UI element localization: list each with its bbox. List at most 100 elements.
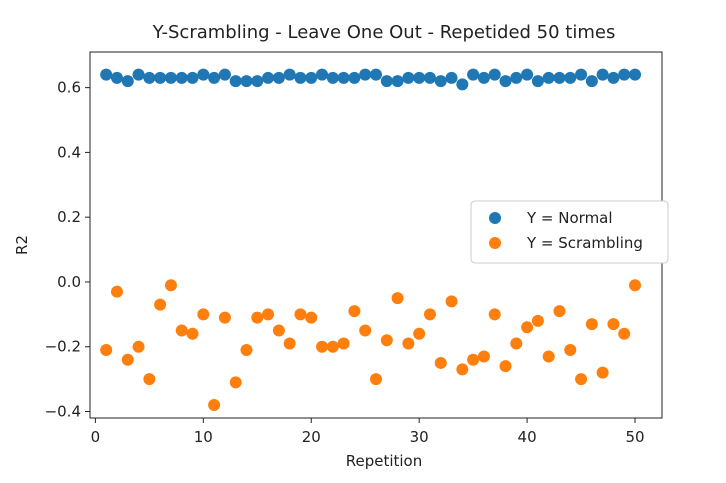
data-point: [488, 68, 501, 81]
data-point: [359, 324, 372, 337]
data-point: [197, 308, 210, 321]
x-tick-label: 10: [194, 428, 213, 446]
x-tick-label: 50: [625, 428, 644, 446]
data-point: [413, 327, 426, 340]
data-point: [585, 75, 598, 88]
data-point: [542, 350, 555, 363]
legend: Y = Normal Y = Scrambling: [470, 200, 669, 264]
legend-marker-scrambling: [489, 237, 501, 249]
y-tick-label: −0.4: [45, 403, 81, 421]
data-point: [370, 68, 382, 81]
data-point: [186, 71, 199, 84]
data-point: [316, 68, 329, 81]
data-point: [391, 292, 404, 305]
data-point: [240, 343, 253, 356]
data-point: [607, 318, 620, 331]
data-point: [164, 279, 177, 292]
data-point: [629, 279, 642, 292]
data-point: [208, 399, 221, 412]
data-point: [542, 71, 555, 84]
data-point: [531, 75, 544, 88]
data-point: [240, 75, 253, 88]
data-point: [380, 75, 393, 88]
data-point: [272, 71, 285, 84]
data-point: [585, 318, 598, 331]
data-point: [488, 308, 501, 321]
data-point: [456, 363, 469, 376]
y-tick-label: 0.2: [57, 208, 81, 226]
data-point: [370, 373, 382, 386]
data-point: [218, 311, 231, 324]
data-point: [262, 71, 275, 84]
data-point: [521, 321, 534, 334]
data-point: [575, 373, 588, 386]
data-point: [326, 71, 339, 84]
data-point: [467, 68, 480, 81]
data-point: [423, 71, 436, 84]
x-tick-label: 30: [410, 428, 429, 446]
data-point: [251, 311, 264, 324]
data-point: [596, 68, 609, 81]
data-point: [618, 68, 631, 81]
data-point: [467, 353, 480, 366]
data-point: [305, 71, 318, 84]
data-point: [380, 334, 393, 347]
data-point: [477, 71, 490, 84]
legend-marker-normal: [489, 212, 501, 224]
y-tick-label: 0.0: [57, 273, 81, 291]
data-point: [348, 71, 361, 84]
data-point: [618, 327, 631, 340]
data-point: [510, 337, 523, 350]
data-point: [434, 75, 447, 88]
data-point: [553, 71, 566, 84]
data-point: [175, 71, 188, 84]
data-point: [294, 308, 307, 321]
y-tick-label: 0.4: [57, 143, 81, 161]
data-point: [348, 305, 361, 318]
data-point: [445, 295, 458, 308]
data-point: [208, 71, 221, 84]
data-point: [434, 356, 447, 369]
data-point: [629, 68, 642, 81]
data-point: [499, 75, 512, 88]
data-point: [110, 71, 123, 84]
data-point: [402, 71, 415, 84]
series-normal: [100, 68, 642, 91]
data-point: [154, 298, 167, 311]
data-point: [262, 308, 275, 321]
data-point: [326, 340, 339, 353]
data-point: [499, 360, 512, 373]
data-point: [229, 75, 242, 88]
data-point: [186, 327, 199, 340]
data-points: [100, 68, 642, 412]
series-scrambling: [100, 279, 642, 412]
data-point: [607, 71, 620, 84]
x-tick-label: 0: [91, 428, 101, 446]
data-point: [251, 75, 264, 88]
chart-title: Y-Scrambling - Leave One Out - Repetided…: [152, 22, 616, 43]
data-point: [477, 350, 490, 363]
data-point: [121, 75, 134, 88]
data-point: [521, 68, 534, 81]
data-point: [175, 324, 188, 337]
data-point: [445, 71, 458, 84]
legend-label-normal: Y = Normal: [526, 209, 613, 227]
data-point: [272, 324, 285, 337]
data-point: [553, 305, 566, 318]
data-point: [531, 314, 544, 327]
data-point: [229, 376, 242, 389]
data-point: [132, 340, 145, 353]
data-point: [110, 285, 123, 298]
data-point: [564, 71, 577, 84]
data-point: [510, 71, 523, 84]
data-point: [197, 68, 210, 81]
x-axis: 0 10 20 30 40 50: [91, 418, 645, 446]
data-point: [164, 71, 177, 84]
data-point: [391, 75, 404, 88]
legend-label-scrambling: Y = Scrambling: [526, 234, 643, 252]
data-point: [575, 68, 588, 81]
data-point: [359, 68, 372, 81]
y-axis-label: R2: [13, 235, 31, 255]
x-tick-label: 20: [302, 428, 321, 446]
